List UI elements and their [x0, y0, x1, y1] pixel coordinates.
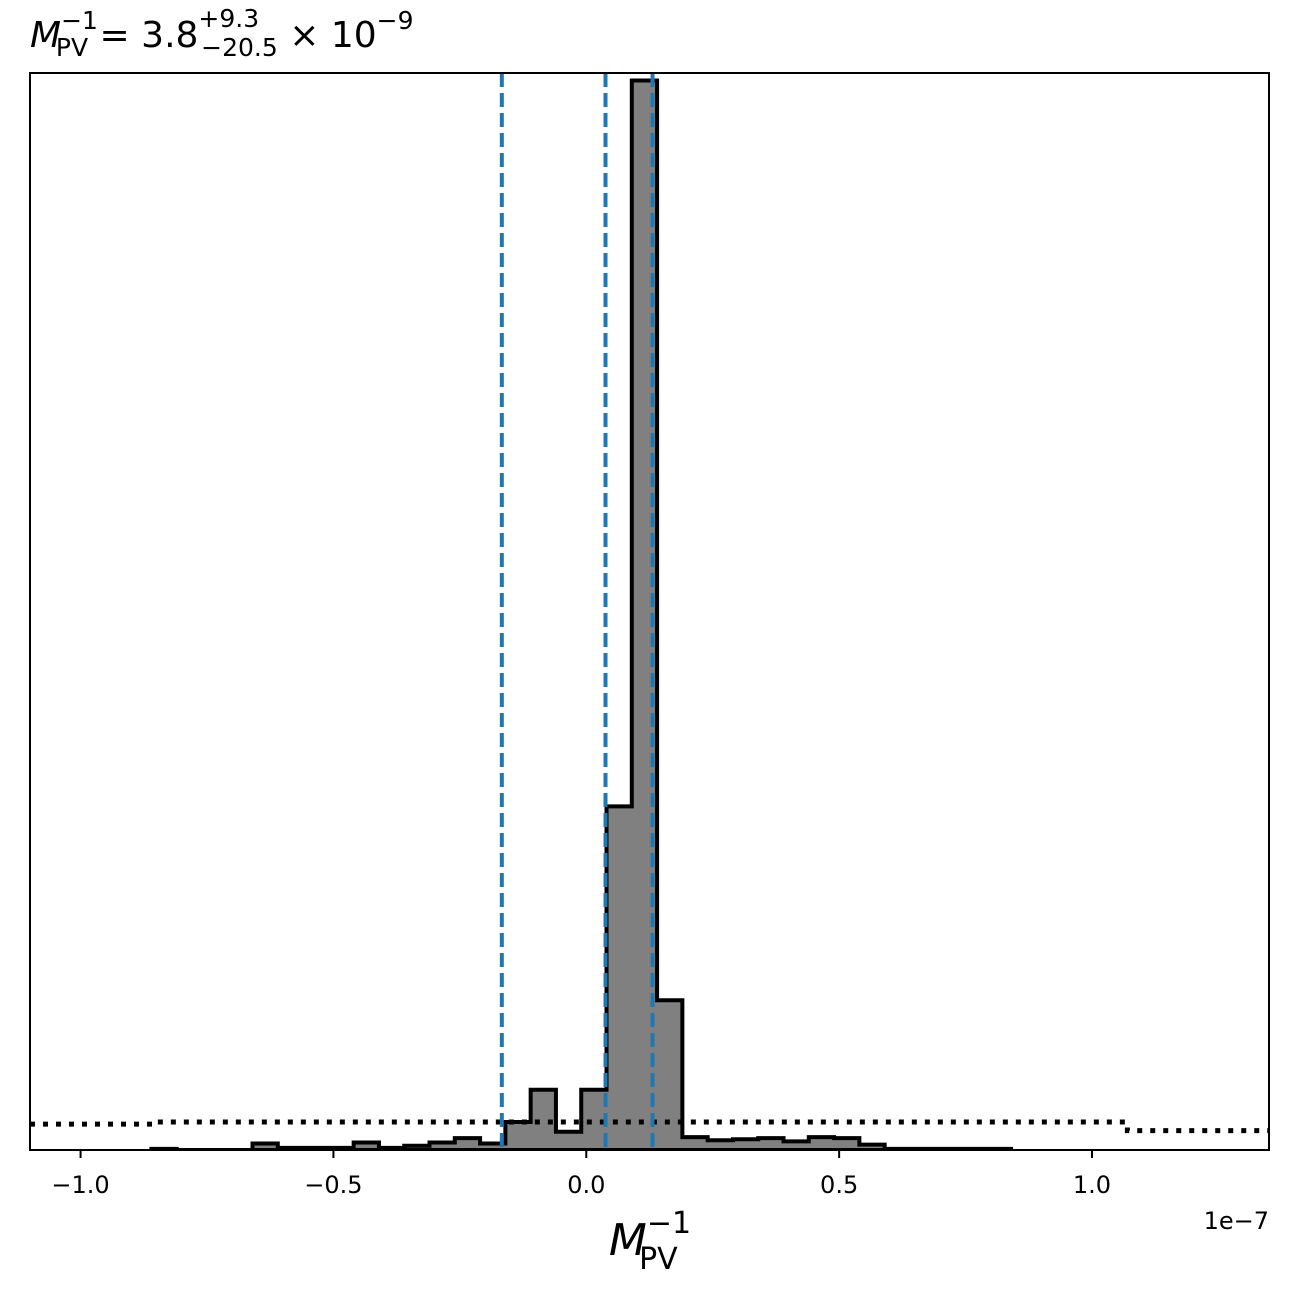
x-tick-label: −0.5: [304, 1171, 362, 1199]
plot-frame: [29, 72, 1270, 1151]
plot-content: [30, 73, 1269, 1150]
plot-area: [29, 72, 1270, 1151]
prior-line: [30, 1119, 1269, 1134]
chart-title: M−1 PV = 3.8+9.3 −20.5 × 10−9: [30, 4, 413, 62]
x-tick-label: −1.0: [51, 1171, 109, 1199]
histogram-outline: [149, 78, 1014, 1150]
x-tick-label: 1.0: [1073, 1171, 1111, 1199]
x-axis: −1.0 −0.5 0.0 0.5 1.0 1e−7: [51, 1150, 1269, 1235]
x-axis-label-text: M−1 PV: [609, 1206, 691, 1277]
x-axis-label: M−1 PV: [609, 1206, 691, 1277]
x-tick-label: 0.0: [567, 1171, 605, 1199]
histogram-fill: [151, 80, 1012, 1150]
x-offset-label: 1e−7: [1204, 1207, 1269, 1235]
x-tick-label: 0.5: [820, 1171, 858, 1199]
chart-title-text: M−1 PV = 3.8+9.3 −20.5 × 10−9: [30, 4, 413, 62]
